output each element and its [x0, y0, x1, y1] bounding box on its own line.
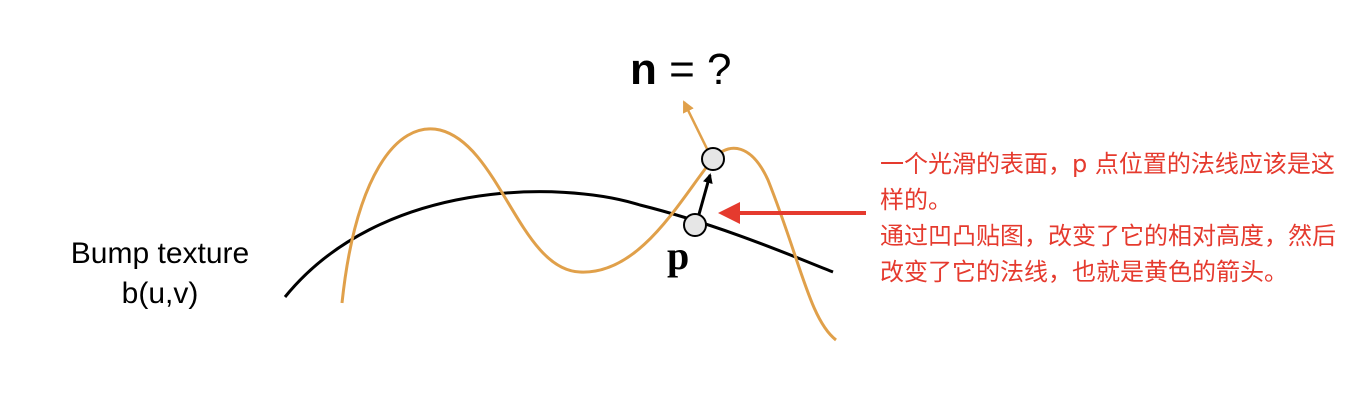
- normal-question-label: n = ?: [630, 42, 732, 98]
- surface-point-p: [683, 213, 707, 237]
- point-p-label: p: [667, 233, 690, 278]
- bump-texture-title: Bump texture: [70, 237, 250, 270]
- smooth-surface-curve: [283, 190, 834, 298]
- annotation-paragraph-2: 通过凹凸贴图，改变了它的相对高度，然后改变了它的法线，也就是黄色的箭头。: [880, 222, 1336, 286]
- bump-texture-label: Bump texture b(u,v): [30, 234, 290, 314]
- bumped-point: [701, 147, 725, 171]
- bump-texture-function: b(u,v): [121, 277, 199, 310]
- bump-texture-curve: [340, 127, 837, 342]
- annotation-paragraph-1: 一个光滑的表面，p 点位置的法线应该是这样的。: [880, 150, 1335, 214]
- normal-question: = ?: [656, 45, 732, 94]
- annotation-text: 一个光滑的表面，p 点位置的法线应该是这样的。 通过凹凸贴图，改变了它的相对高度…: [880, 146, 1350, 290]
- normal-symbol: n: [630, 45, 657, 94]
